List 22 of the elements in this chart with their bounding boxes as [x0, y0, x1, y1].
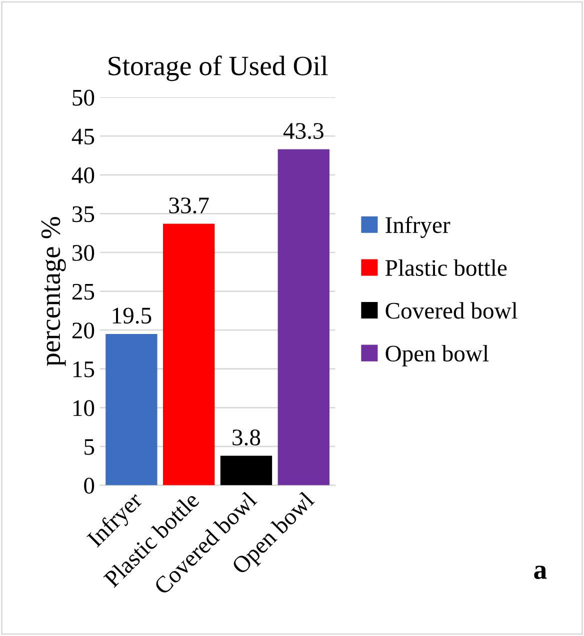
text: a — [534, 566, 547, 580]
legend-label: Open bowl — [386, 344, 489, 366]
legend-label: Infryer — [386, 216, 450, 238]
y-axis-title: percentage % — [41, 217, 66, 366]
legend-label: Plastic bottle — [385, 259, 507, 276]
y-tick-label: 30 — [72, 244, 94, 261]
y-tick-label: 20 — [72, 322, 94, 339]
y-tick-label: 45 — [72, 128, 94, 145]
data-label: 19.5 — [112, 308, 152, 324]
chart-title: Storage of Used Oil — [108, 56, 328, 82]
y-tick-label: 15 — [73, 361, 94, 378]
y-tick-label: 10 — [73, 400, 94, 416]
y-tick-label: 40 — [72, 167, 94, 184]
y-tick-label: 25 — [72, 284, 94, 300]
data-label: 43.3 — [283, 123, 324, 140]
y-tick-label: 50 — [72, 90, 94, 106]
data-label: 3.8 — [232, 430, 260, 446]
legend-label: Covered bowl — [386, 302, 518, 319]
data-label: 33.7 — [169, 198, 209, 214]
y-tick-label: 0 — [84, 478, 94, 494]
y-tick-label: 35 — [72, 206, 94, 222]
y-tick-label: 5 — [84, 439, 94, 455]
